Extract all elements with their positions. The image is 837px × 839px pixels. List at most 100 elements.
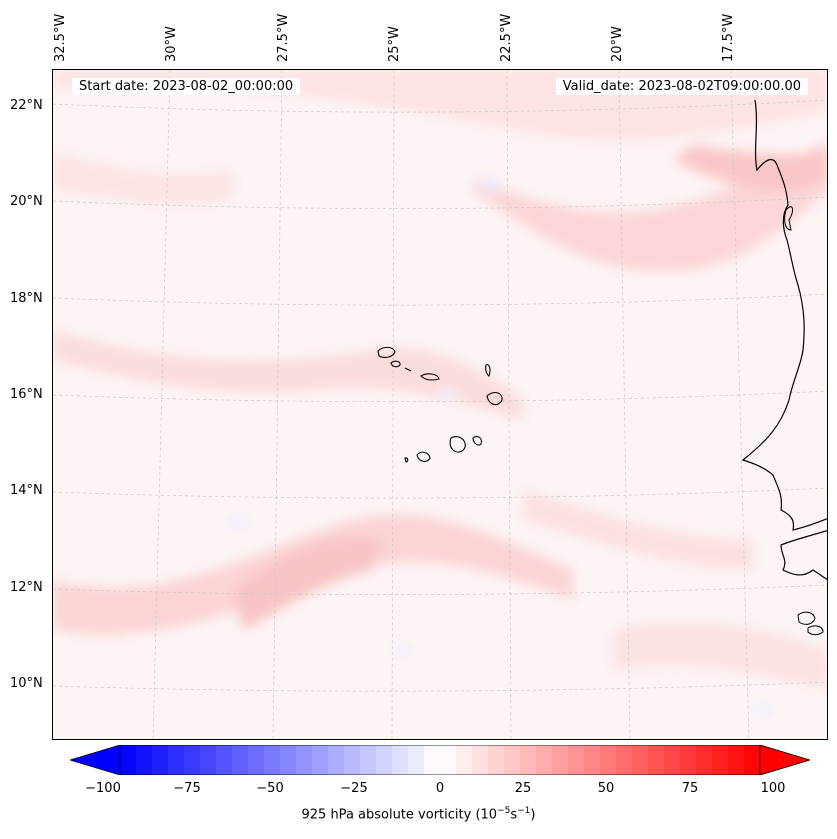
- colorbar-segment: [216, 745, 233, 775]
- meridian-22-5w: [506, 70, 512, 739]
- colorbar-segment: [744, 745, 761, 775]
- lon-label-27-5w: 27.5°W: [276, 13, 291, 62]
- colorbar-segment: [328, 745, 345, 775]
- lon-label-17-5w: 17.5°W: [721, 13, 736, 62]
- start-date-label: Start date: 2023-08-02_00:00:00: [72, 78, 301, 95]
- colorbar-segment: [408, 745, 425, 775]
- gridlines: [53, 70, 827, 739]
- band-northeast-core: [673, 145, 827, 191]
- colorbar-title-prefix: 925 hPa absolute vorticity (10: [301, 807, 498, 823]
- colorbar-tick-0: 0: [435, 781, 445, 796]
- band-mid: [53, 330, 523, 420]
- lat-label-22n: 22°N: [10, 98, 43, 113]
- colorbar-segment: [152, 745, 169, 775]
- island-santa-luzia: [404, 367, 412, 372]
- lon-label-25w: 25°W: [387, 26, 402, 62]
- colorbar-segment: [264, 745, 281, 775]
- band-northwest: [53, 150, 233, 205]
- cape-verde-islands: [377, 346, 503, 463]
- patch-4: [393, 645, 413, 655]
- meridian-20w: [618, 70, 631, 739]
- colorbar-title-suffix: ): [530, 807, 536, 823]
- lat-label-12n: 12°N: [10, 580, 43, 595]
- band-south-core: [233, 537, 383, 630]
- colorbar-segment: [696, 745, 713, 775]
- colorbar-segment: [296, 745, 313, 775]
- colorbar-tick-100: 100: [760, 781, 786, 796]
- lat-label-20n: 20°N: [10, 194, 43, 209]
- colorbar-tick-75: 75: [681, 781, 699, 796]
- parallel-12n: [53, 584, 827, 595]
- island-santo-antao: [377, 346, 396, 358]
- meridian-17-5w: [730, 70, 750, 739]
- patch-2: [226, 517, 250, 527]
- colorbar-segment: [488, 745, 505, 775]
- colorbar-tick-neg100: −100: [85, 781, 121, 796]
- band-coastal: [613, 621, 827, 690]
- patch-5: [753, 704, 773, 716]
- meridian-25w: [391, 70, 395, 739]
- island-fogo: [416, 451, 431, 462]
- bijagos-island-2: [807, 625, 824, 636]
- bijagos-island-1: [797, 611, 816, 625]
- colorbar-segment: [728, 745, 745, 775]
- island-brava: [404, 457, 409, 463]
- colorbar-tick-neg75: −75: [173, 781, 201, 796]
- parallel-20n: [53, 196, 827, 209]
- colorbar-segment: [472, 745, 489, 775]
- colorbar-title-exp1: −5: [497, 806, 511, 816]
- patch-3: [438, 389, 458, 401]
- colorbar-tick-neg25: −25: [340, 781, 368, 796]
- colorbar-segment: [248, 745, 265, 775]
- colorbar-segment: [376, 745, 393, 775]
- colorbar-segment: [136, 745, 153, 775]
- lat-label-18n: 18°N: [10, 291, 43, 306]
- parallel-10n: [53, 681, 827, 692]
- parallel-16n: [53, 390, 827, 402]
- colorbar-segment: [360, 745, 377, 775]
- colorbar-segment: [232, 745, 249, 775]
- patch-1: [480, 179, 500, 191]
- lat-label-10n: 10°N: [10, 676, 43, 691]
- colorbar-segment: [584, 745, 601, 775]
- colorbar-min-extend-arrow: [70, 745, 120, 775]
- lon-label-22-5w: 22.5°W: [499, 13, 514, 62]
- positive-vorticity-bands: [53, 70, 827, 690]
- colorbar-tick-neg50: −50: [256, 781, 284, 796]
- island-sao-vicente: [390, 360, 401, 368]
- colorbar-segment: [616, 745, 633, 775]
- colorbar-graphic: [68, 744, 812, 776]
- colorbar-segment: [312, 745, 329, 775]
- colorbar-segment: [344, 745, 361, 775]
- vorticity-map: [53, 70, 827, 739]
- meridian-27-5w: [272, 70, 283, 739]
- colorbar-segment: [632, 745, 649, 775]
- colorbar-max-extend-arrow: [760, 745, 810, 775]
- colorbar-segment: [568, 745, 585, 775]
- lon-label-30w: 30°W: [164, 26, 179, 62]
- negative-vorticity-patches: [226, 179, 773, 716]
- colorbar-segments: [120, 745, 761, 775]
- colorbar-segment: [440, 745, 457, 775]
- lon-label-20w: 20°W: [610, 26, 625, 62]
- colorbar-segment: [280, 745, 297, 775]
- colorbar-title-mid: s: [510, 807, 518, 823]
- colorbar-segment: [600, 745, 617, 775]
- african-coastline: [741, 99, 827, 580]
- colorbar-segment: [504, 745, 521, 775]
- colorbar-title-exp2: −1: [517, 806, 531, 816]
- island-maio: [472, 436, 482, 446]
- band-northeast: [473, 141, 827, 272]
- island-sao-nicolau: [420, 373, 440, 381]
- colorbar-segment: [664, 745, 681, 775]
- parallel-18n: [53, 293, 827, 306]
- colorbar-left-outline: [68, 744, 121, 776]
- lat-label-16n: 16°N: [10, 387, 43, 402]
- colorbar-segment: [552, 745, 569, 775]
- parallel-22n: [53, 99, 827, 113]
- island-sal: [485, 364, 491, 377]
- colorbar-segment: [536, 745, 553, 775]
- colorbar-segment: [200, 745, 217, 775]
- parallel-14n: [53, 487, 827, 499]
- colorbar-segment: [520, 745, 537, 775]
